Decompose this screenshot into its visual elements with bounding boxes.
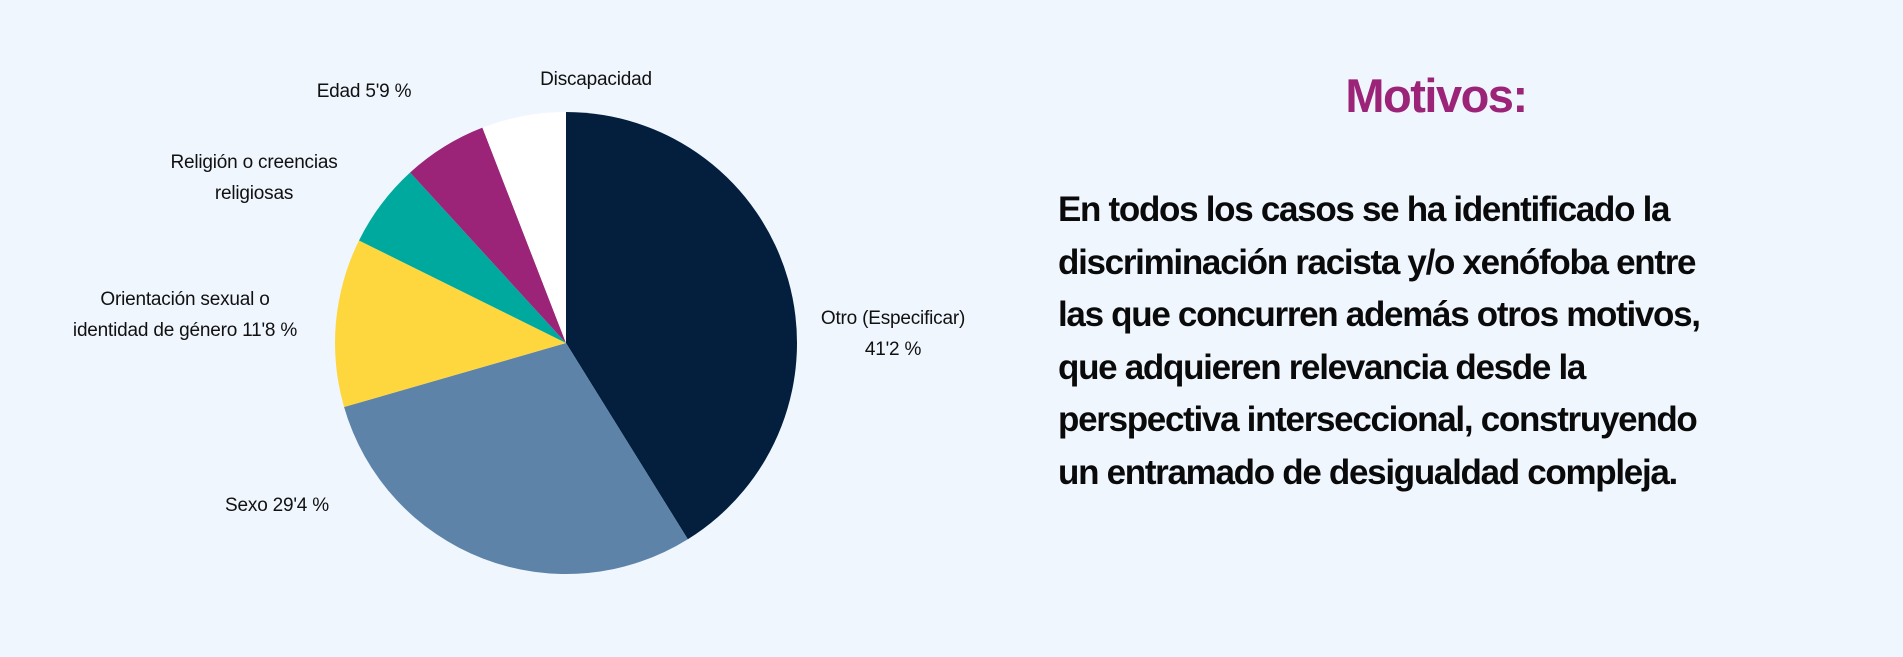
pie-slice-edad bbox=[410, 127, 566, 343]
paragraph-line: perspectiva interseccional, construyendo bbox=[1058, 400, 1698, 439]
paragraph-line: las que concurren además otros motivos, bbox=[1058, 295, 1701, 334]
paragraph-line: un entramado de desigualdad compleja. bbox=[1058, 452, 1678, 492]
paragraph-line: En todos los casos se ha identificado la bbox=[1058, 190, 1671, 229]
pie-slice-otro bbox=[566, 112, 797, 540]
description-paragraph: En todos los casos se ha identificado la… bbox=[1058, 184, 1701, 499]
label-edad: Edad 5'9 % bbox=[316, 81, 412, 102]
paragraph-line: que adquieren relevancia desde la bbox=[1058, 347, 1586, 387]
pie-slice-orientacion bbox=[334, 240, 566, 408]
pie-chart bbox=[334, 112, 797, 574]
pie-slice-discapacidad bbox=[482, 112, 566, 343]
pie-slice-sexo bbox=[344, 343, 688, 574]
label-religion: Religión o creencias religiosas bbox=[170, 152, 338, 204]
paragraph-line: discriminación racista y/o xenófoba entr… bbox=[1058, 242, 1697, 282]
label-otro: Otro (Especificar) 41'2 % bbox=[820, 308, 966, 360]
section-title: Motivos: bbox=[1345, 69, 1528, 122]
label-sexo: Sexo 29'4 % bbox=[225, 495, 329, 516]
pie-slice-religion bbox=[358, 172, 566, 343]
label-orientacion: Orientación sexual o identidad de género … bbox=[72, 289, 298, 341]
label-discapacidad: Discapacidad bbox=[540, 69, 652, 90]
